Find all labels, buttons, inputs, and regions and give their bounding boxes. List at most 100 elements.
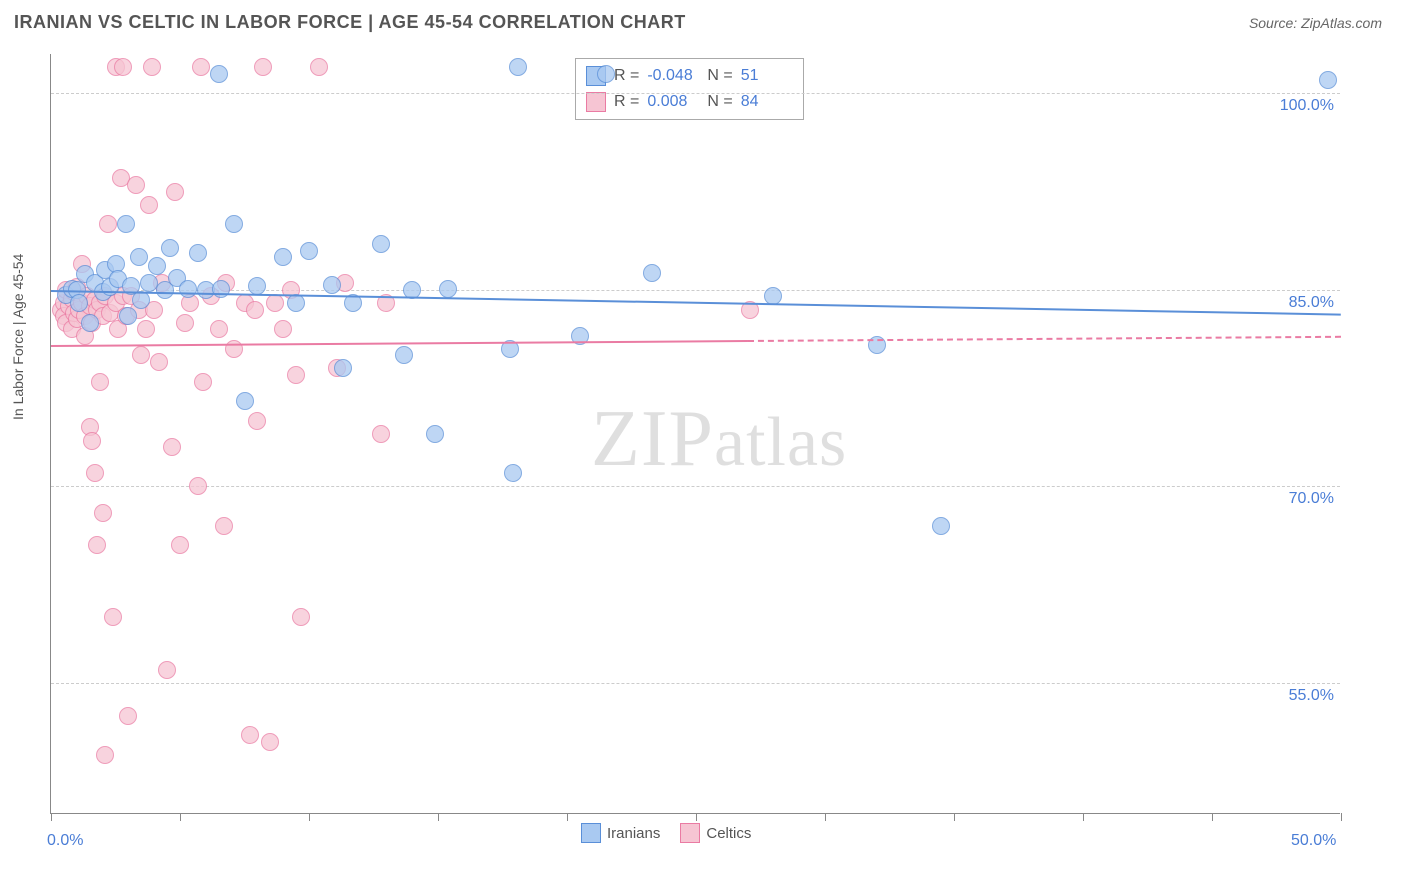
gridline-h (51, 486, 1340, 487)
xtick (1341, 813, 1342, 821)
scatter-point (91, 373, 109, 391)
scatter-point (323, 276, 341, 294)
xtick-label: 0.0% (47, 832, 83, 850)
scatter-point (439, 280, 457, 298)
scatter-point (150, 353, 168, 371)
scatter-point (166, 183, 184, 201)
legend-item-celtics: Celtics (680, 823, 751, 843)
xtick (1083, 813, 1084, 821)
scatter-point (114, 58, 132, 76)
xtick (180, 813, 181, 821)
scatter-point (81, 314, 99, 332)
legend-item-iranians: Iranians (581, 823, 660, 843)
scatter-point (132, 291, 150, 309)
scatter-point (395, 346, 413, 364)
scatter-point (334, 359, 352, 377)
scatter-point (83, 432, 101, 450)
scatter-point (225, 340, 243, 358)
scatter-point (504, 464, 522, 482)
n-label: N = (707, 67, 732, 85)
scatter-point (137, 320, 155, 338)
n-value-celtics: 84 (741, 93, 793, 111)
xtick (696, 813, 697, 821)
scatter-point (132, 346, 150, 364)
xtick (825, 813, 826, 821)
n-value-iranians: 51 (741, 67, 793, 85)
scatter-point (932, 517, 950, 535)
watermark: ZIPatlas (591, 394, 847, 485)
ytick-label: 85.0% (1289, 294, 1334, 312)
scatter-point (179, 280, 197, 298)
scatter-point (292, 608, 310, 626)
legend-swatch-celtics (680, 823, 700, 843)
scatter-point (189, 244, 207, 262)
scatter-point (104, 608, 122, 626)
scatter-point (210, 65, 228, 83)
scatter-point (86, 464, 104, 482)
y-axis-label: In Labor Force | Age 45-54 (10, 254, 26, 420)
scatter-point (119, 707, 137, 725)
scatter-point (597, 65, 615, 83)
scatter-point (1319, 71, 1337, 89)
scatter-point (94, 504, 112, 522)
scatter-point (210, 320, 228, 338)
legend-label-celtics: Celtics (706, 825, 751, 842)
scatter-point (254, 58, 272, 76)
scatter-point (300, 242, 318, 260)
r-value-celtics: 0.008 (647, 93, 699, 111)
scatter-point (140, 196, 158, 214)
xtick-label: 50.0% (1291, 832, 1336, 850)
scatter-point (161, 239, 179, 257)
scatter-point (372, 425, 390, 443)
xtick (51, 813, 52, 821)
ytick-label: 70.0% (1289, 490, 1334, 508)
scatter-point (261, 733, 279, 751)
xtick (1212, 813, 1213, 821)
gridline-h (51, 93, 1340, 94)
scatter-point (194, 373, 212, 391)
xtick (954, 813, 955, 821)
scatter-point (119, 307, 137, 325)
scatter-point (176, 314, 194, 332)
scatter-point (241, 726, 259, 744)
scatter-point (236, 392, 254, 410)
xtick (309, 813, 310, 821)
legend-swatch-iranians (581, 823, 601, 843)
scatter-point (171, 536, 189, 554)
legend-label-iranians: Iranians (607, 825, 660, 842)
ytick-label: 55.0% (1289, 687, 1334, 705)
xtick (567, 813, 568, 821)
scatter-point (130, 248, 148, 266)
scatter-point (88, 536, 106, 554)
gridline-h (51, 290, 1340, 291)
chart-plot-area: ZIPatlas R = -0.048 N = 51 R = 0.008 N =… (50, 54, 1340, 814)
scatter-point (117, 215, 135, 233)
scatter-point (158, 661, 176, 679)
swatch-celtics (586, 92, 606, 112)
gridline-h (51, 683, 1340, 684)
ytick-label: 100.0% (1280, 97, 1334, 115)
r-label: R = (614, 67, 639, 85)
r-label: R = (614, 93, 639, 111)
scatter-point (310, 58, 328, 76)
scatter-point (274, 320, 292, 338)
scatter-point (372, 235, 390, 253)
scatter-point (248, 412, 266, 430)
scatter-point (426, 425, 444, 443)
trend-line-dashed (748, 336, 1341, 342)
series-legend: Iranians Celtics (581, 823, 751, 843)
scatter-point (127, 176, 145, 194)
scatter-point (248, 277, 266, 295)
correlation-row-iranians: R = -0.048 N = 51 (586, 63, 793, 89)
scatter-point (70, 294, 88, 312)
scatter-point (274, 248, 292, 266)
scatter-point (215, 517, 233, 535)
scatter-point (287, 294, 305, 312)
scatter-point (148, 257, 166, 275)
scatter-point (509, 58, 527, 76)
scatter-point (143, 58, 161, 76)
scatter-point (225, 215, 243, 233)
scatter-point (246, 301, 264, 319)
scatter-point (99, 215, 117, 233)
n-label: N = (707, 93, 732, 111)
